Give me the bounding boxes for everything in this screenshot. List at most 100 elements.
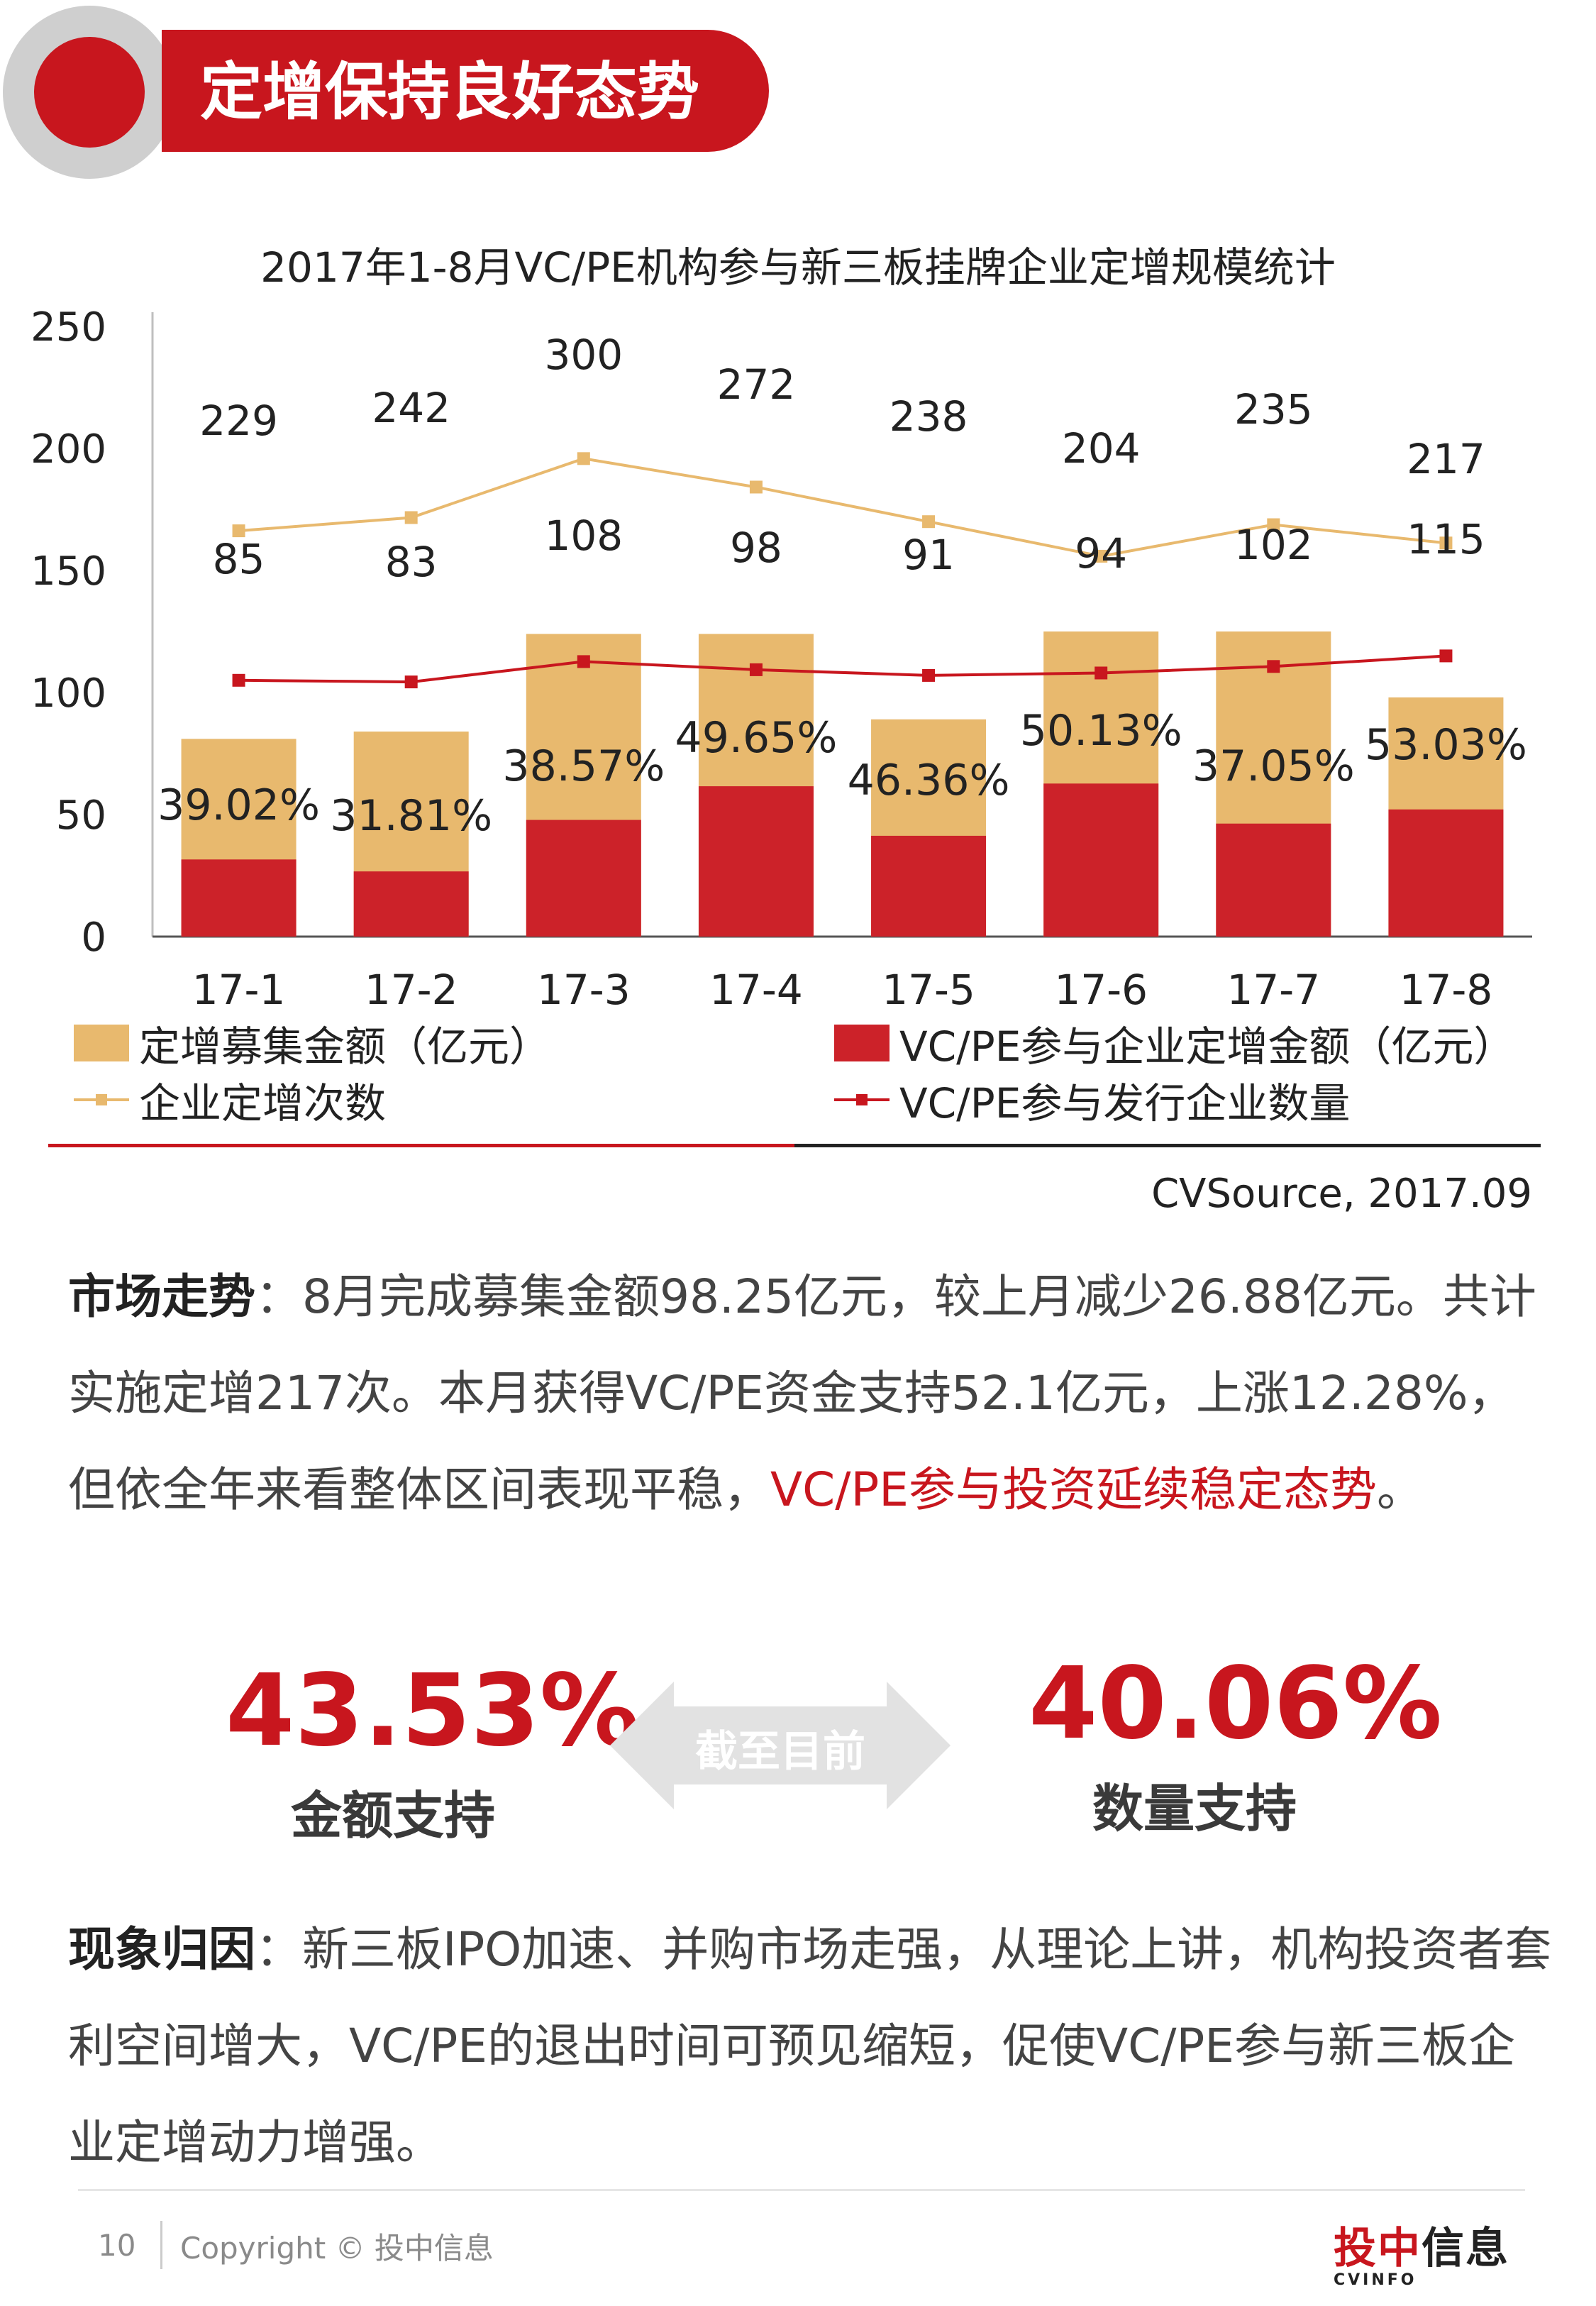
cause-paragraph: 现象归因：新三板IPO加速、并购市场走强，从理论上讲，机构投资者套利空间增大，V… xyxy=(68,1902,1558,2191)
y-tick-label: 50 xyxy=(56,793,106,839)
y-tick-label: 100 xyxy=(31,671,106,717)
issuance-count-label: 238 xyxy=(890,392,968,441)
cvinfo-logo: 投中信息 CVINFO xyxy=(1334,2214,1525,2289)
issuance-count-label: 242 xyxy=(372,384,450,432)
bar-vcpe-amount xyxy=(353,871,469,937)
bar-percent-label: 39.02% xyxy=(157,780,320,830)
y-tick-label: 200 xyxy=(31,426,106,473)
legend-swatch-vcpe-count xyxy=(834,1081,890,1118)
header-bar xyxy=(162,30,769,152)
vcpe-count-label: 94 xyxy=(1075,529,1127,578)
bar-vcpe-amount xyxy=(1216,823,1331,937)
bar-vcpe-amount xyxy=(526,820,641,937)
x-tick-label: 17-8 xyxy=(1400,966,1493,1014)
vcpe-count-marker xyxy=(404,675,418,689)
bar-vcpe-amount xyxy=(1043,783,1159,937)
issuance-count-label: 204 xyxy=(1062,424,1141,473)
y-tick-label: 150 xyxy=(31,548,106,595)
market-trend-paragraph: 市场走势：8月完成募集金额98.25亿元，较上月减少26.88亿元。共计实施定增… xyxy=(68,1249,1558,1538)
vcpe-count-marker xyxy=(577,655,590,668)
bar-percent-label: 50.13% xyxy=(1020,706,1182,756)
issuance-count-line xyxy=(238,457,1446,558)
footer-separator xyxy=(160,2221,162,2269)
legend-label: 定增募集金额（亿元） xyxy=(139,1022,551,1071)
count-support-value: 40.06% xyxy=(1029,1646,1443,1762)
copyright-text: Copyright © 投中信息 xyxy=(180,2231,494,2266)
bar-percent-label: 46.36% xyxy=(848,756,1010,805)
issuance-count-marker xyxy=(922,515,936,529)
x-tick-label: 17-3 xyxy=(537,966,631,1014)
chart: 0 50 100 150 200 250 17-1 17-2 17-3 17-4 17-5 17-6 1… xyxy=(31,304,1532,1014)
legend-swatch-vcpe-amount xyxy=(834,1025,890,1061)
page-title: 定增保持良好态势 xyxy=(200,55,700,128)
issuance-count-marker xyxy=(404,511,418,524)
chart-legend: 定增募集金额（亿元） VC/PE参与企业定增金额（亿元） 企业定增次数 VC/P… xyxy=(0,1015,1596,1157)
paragraph-lead: 市场走势 xyxy=(68,1269,255,1324)
bar-percent-label: 49.65% xyxy=(675,713,838,763)
vcpe-count-marker xyxy=(922,668,936,682)
amount-support-label: 金额支持 xyxy=(291,1786,496,1846)
legend-item-vcpe-count: VC/PE参与发行企业数量 xyxy=(834,1071,1350,1128)
vcpe-count-marker xyxy=(1095,666,1108,680)
issuance-count-marker xyxy=(749,480,763,494)
x-tick-label: 17-5 xyxy=(882,966,975,1014)
header-banner: 定增保持良好态势 xyxy=(0,0,780,184)
vcpe-count-marker xyxy=(1267,660,1280,673)
issuance-count-marker xyxy=(1439,536,1453,550)
legend-swatch-issuance-count xyxy=(74,1081,129,1118)
chart-title: 2017年1-8月VC/PE机构参与新三板挂牌企业定增规模统计 xyxy=(260,243,1336,292)
paragraph-end: 。 xyxy=(1376,1462,1424,1517)
issuance-count-marker xyxy=(577,452,590,465)
issuance-count-label: 272 xyxy=(717,360,796,409)
issuance-count-marker xyxy=(1095,549,1108,563)
x-tick-label: 17-2 xyxy=(365,966,458,1014)
vcpe-count-label: 98 xyxy=(730,524,782,572)
vcpe-count-label: 83 xyxy=(385,538,438,586)
legend-item-vcpe-amount: VC/PE参与企业定增金额（亿元） xyxy=(834,1015,1514,1071)
logo-text-b: 信息 xyxy=(1422,2224,1509,2273)
footer-divider xyxy=(78,2189,1525,2191)
x-tick-label: 17-1 xyxy=(192,966,286,1014)
legend-label: VC/PE参与发行企业数量 xyxy=(899,1079,1351,1127)
issuance-count-marker xyxy=(1267,518,1280,531)
vcpe-count-marker xyxy=(1439,649,1453,663)
divider-dark xyxy=(794,1144,1541,1147)
legend-swatch-total-amount xyxy=(74,1025,129,1061)
vcpe-count-label: 102 xyxy=(1234,521,1313,569)
issuance-count-label: 235 xyxy=(1234,385,1313,434)
bar-vcpe-amount xyxy=(871,835,987,937)
divider-red xyxy=(48,1144,794,1147)
y-tick-label: 0 xyxy=(81,915,106,961)
arrow-label: 截至目前 xyxy=(695,1727,865,1777)
vcpe-count-label: 85 xyxy=(213,535,265,583)
paragraph-lead: 现象归因 xyxy=(68,1922,255,1977)
paragraph-highlight: VC/PE参与投资延续稳定态势 xyxy=(770,1462,1377,1517)
issuance-count-label: 217 xyxy=(1407,435,1485,483)
legend-item-issuance-count: 企业定增次数 xyxy=(74,1071,386,1128)
header-dot-icon xyxy=(34,37,145,148)
bar-percent-label: 38.57% xyxy=(502,741,665,791)
logo-text-a: 投中 xyxy=(1334,2224,1422,2273)
vcpe-count-marker xyxy=(232,673,245,687)
bar-vcpe-amount xyxy=(698,786,814,937)
bar-percent-label: 31.81% xyxy=(330,791,492,841)
vcpe-count-label: 115 xyxy=(1407,515,1485,563)
bar-vcpe-amount xyxy=(181,859,297,937)
legend-label: VC/PE参与企业定增金额（亿元） xyxy=(899,1022,1515,1071)
chart-source: CVSource, 2017.09 xyxy=(1151,1171,1532,1217)
logo-subtext: CVINFO xyxy=(1334,2271,1417,2289)
double-arrow-icon xyxy=(610,1682,951,1809)
issuance-count-marker xyxy=(232,524,245,538)
bar-vcpe-amount xyxy=(1388,809,1504,937)
bar-percent-label: 53.03% xyxy=(1365,720,1527,770)
vcpe-count-line xyxy=(238,654,1446,684)
issuance-count-label: 229 xyxy=(199,397,278,445)
vcpe-count-label: 91 xyxy=(902,531,955,579)
vcpe-count-marker xyxy=(749,663,763,676)
issuance-count-label: 300 xyxy=(544,331,623,379)
page-number: 10 xyxy=(98,2228,136,2263)
legend-label: 企业定增次数 xyxy=(139,1079,387,1127)
x-tick-label: 17-4 xyxy=(709,966,803,1014)
y-tick-label: 250 xyxy=(31,304,106,351)
amount-support-value: 43.53% xyxy=(226,1653,640,1769)
